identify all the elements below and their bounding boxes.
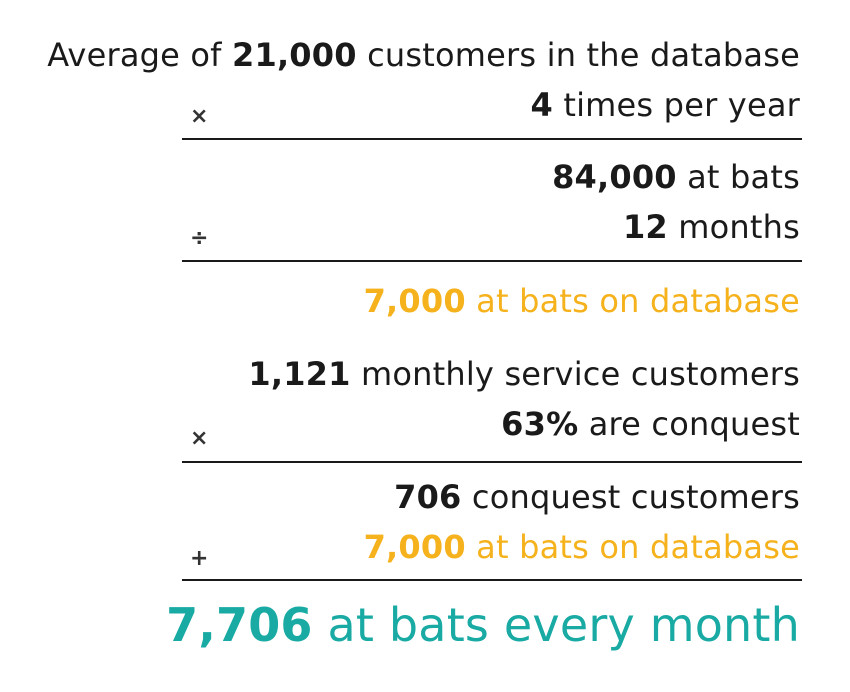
divider-rule bbox=[182, 579, 802, 581]
conquest-customers-number: 706 bbox=[394, 478, 462, 516]
conquest-percent-label: are conquest bbox=[578, 405, 800, 443]
average-prefix: Average of bbox=[47, 36, 233, 74]
result-number: 7,706 bbox=[166, 598, 313, 652]
times-per-year-label: times per year bbox=[552, 86, 800, 124]
result-line: 7,706 at bats every month bbox=[166, 598, 800, 652]
months-label: months bbox=[667, 208, 800, 246]
divider-rule bbox=[182, 260, 802, 262]
at-bats-total-number: 84,000 bbox=[552, 158, 677, 196]
database-at-bats-number: 7,000 bbox=[363, 282, 466, 320]
average-customers-line: Average of 21,000 customers in the datab… bbox=[47, 36, 800, 74]
conquest-customers-label: conquest customers bbox=[461, 478, 800, 516]
database-at-bats-label-2: at bats on database bbox=[465, 528, 800, 566]
conquest-customers-line: 706 conquest customers bbox=[394, 478, 800, 516]
divide-operator: ÷ bbox=[190, 226, 209, 251]
monthly-service-line: 1,121 monthly service customers bbox=[248, 355, 800, 393]
plus-operator: + bbox=[190, 546, 209, 571]
divider-rule bbox=[182, 461, 802, 463]
at-bats-total-label: at bats bbox=[676, 158, 800, 196]
database-at-bats-line-2: 7,000 at bats on database bbox=[364, 528, 800, 566]
months-number: 12 bbox=[622, 208, 668, 246]
conquest-percent-line: 63% are conquest bbox=[501, 405, 800, 443]
monthly-service-number: 1,121 bbox=[248, 355, 351, 393]
divider-rule bbox=[182, 138, 802, 140]
multiply-operator: × bbox=[190, 426, 209, 451]
result-label: at bats every month bbox=[312, 598, 800, 652]
monthly-service-label: monthly service customers bbox=[350, 355, 800, 393]
times-per-year-number: 4 bbox=[530, 86, 553, 124]
database-at-bats-line: 7,000 at bats on database bbox=[364, 282, 800, 320]
times-per-year-line: 4 times per year bbox=[531, 86, 801, 124]
months-line: 12 months bbox=[623, 208, 800, 246]
multiply-operator: × bbox=[190, 104, 209, 129]
database-at-bats-number-2: 7,000 bbox=[363, 528, 466, 566]
database-at-bats-label: at bats on database bbox=[465, 282, 800, 320]
average-customers-number: 21,000 bbox=[232, 36, 357, 74]
average-customers-label: customers in the database bbox=[356, 36, 800, 74]
conquest-percent-number: 63% bbox=[501, 405, 579, 443]
at-bats-total-line: 84,000 at bats bbox=[552, 158, 800, 196]
